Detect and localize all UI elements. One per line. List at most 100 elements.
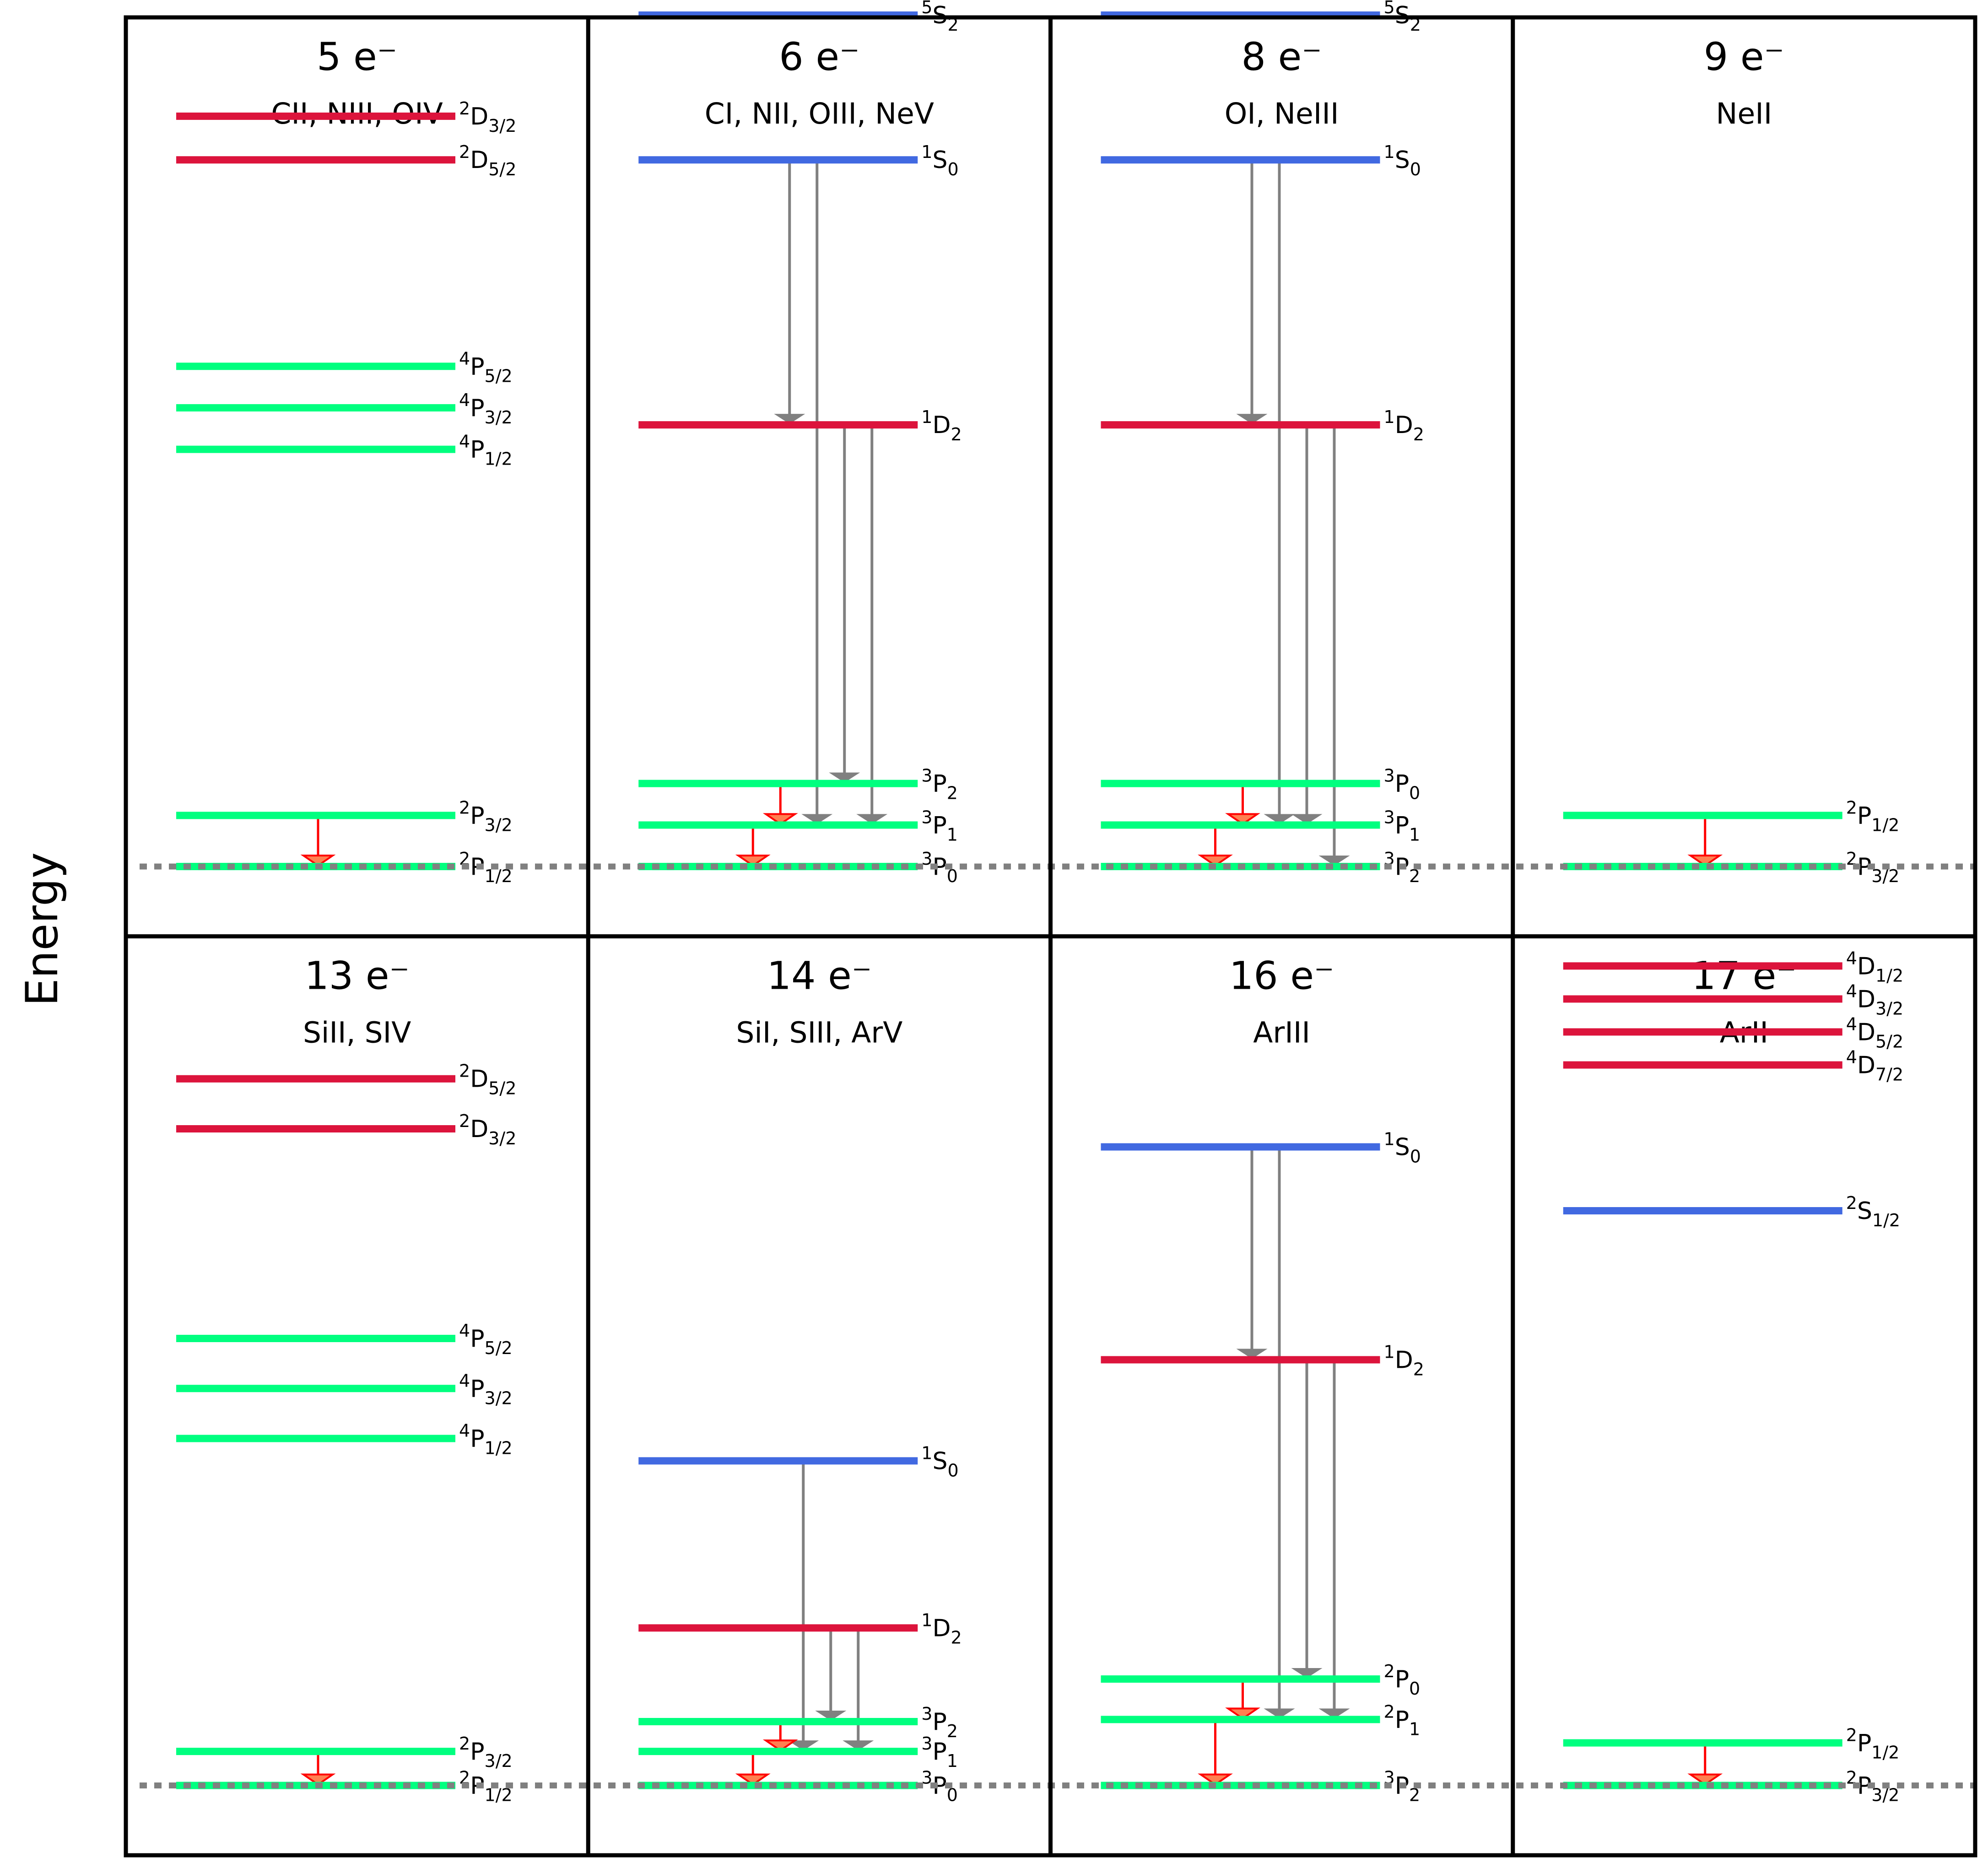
term-j-value: 2 <box>947 1721 958 1741</box>
term-multiplicity: 3 <box>1384 766 1395 786</box>
panel: 13 e⁻SiII, SIV2D5/22D3/24P5/24P3/24P1/22… <box>176 953 516 1805</box>
term-multiplicity: 3 <box>921 807 932 827</box>
transition-arrowhead-red <box>1198 855 1233 867</box>
term-multiplicity: 2 <box>1384 1701 1395 1722</box>
term-label: 2P1/2 <box>1846 1725 1900 1763</box>
panel-title: 5 e⁻ <box>317 34 397 79</box>
term-label: 3P0 <box>921 849 958 886</box>
panel-title: 9 e⁻ <box>1704 34 1784 79</box>
term-multiplicity: 4 <box>459 348 470 368</box>
transition-arrowhead-red <box>762 1739 798 1752</box>
term-multiplicity: 5 <box>1384 0 1395 17</box>
term-j-value: 0 <box>1409 783 1420 803</box>
term-letter: D <box>470 1116 488 1143</box>
term-label: 2P0 <box>1384 1661 1421 1699</box>
term-multiplicity: 3 <box>921 766 932 786</box>
transition-arrowhead-red <box>1225 813 1260 825</box>
transition-arrowhead-gray <box>856 814 888 824</box>
panel-title: 13 e⁻ <box>304 953 410 998</box>
term-multiplicity: 2 <box>459 797 470 818</box>
term-letter: S <box>1857 1197 1872 1225</box>
term-label: 2P1 <box>1384 1701 1421 1739</box>
transition-arrowhead-gray <box>774 414 805 424</box>
term-letter: D <box>470 1066 488 1093</box>
panel-frame <box>124 15 1977 1858</box>
transition-arrowhead-gray <box>1318 1708 1350 1719</box>
term-multiplicity: 5 <box>921 0 932 17</box>
term-label: 1D2 <box>921 1610 962 1647</box>
panel-title: 6 e⁻ <box>779 34 859 79</box>
term-label: 1D2 <box>1384 1342 1424 1380</box>
term-label: 3P0 <box>1384 766 1421 803</box>
term-letter: P <box>470 436 484 464</box>
panel-ions: NeII <box>1716 97 1772 130</box>
transition-arrowhead-gray <box>788 1740 819 1751</box>
term-multiplicity: 3 <box>1384 807 1395 827</box>
term-j-value: 5/2 <box>488 1078 516 1099</box>
term-label: 4D5/2 <box>1846 1014 1903 1051</box>
term-label: 2P3/2 <box>459 797 513 835</box>
term-j-value: 3/2 <box>485 1751 513 1771</box>
term-multiplicity: 1 <box>921 142 932 162</box>
term-letter: P <box>932 812 946 839</box>
term-label: 1S0 <box>921 142 958 179</box>
term-multiplicity: 2 <box>459 1061 470 1081</box>
term-multiplicity: 4 <box>1846 1047 1857 1067</box>
term-letter: D <box>1857 1051 1875 1079</box>
term-j-value: 3/2 <box>1875 998 1903 1018</box>
term-letter: P <box>932 1708 946 1736</box>
term-multiplicity: 4 <box>459 1321 470 1341</box>
panel-ions: ArIII <box>1253 1016 1310 1050</box>
transition-arrowhead-gray <box>843 1740 874 1751</box>
term-multiplicity: 2 <box>1846 1725 1857 1745</box>
term-label: 3P2 <box>921 1704 958 1741</box>
term-multiplicity: 2 <box>459 1734 470 1754</box>
term-multiplicity: 3 <box>921 1704 932 1724</box>
term-j-value: 5/2 <box>488 159 516 179</box>
term-label: 2D5/2 <box>459 1061 516 1099</box>
term-letter: P <box>470 802 484 829</box>
term-label: 4P3/2 <box>459 390 513 428</box>
term-multiplicity: 2 <box>1384 1661 1395 1681</box>
term-j-value: 0 <box>1410 159 1421 179</box>
term-label: 2D5/2 <box>459 142 516 179</box>
term-j-value: 2 <box>947 783 958 803</box>
term-label: 3P1 <box>921 807 958 845</box>
term-label: 4P5/2 <box>459 348 513 386</box>
term-multiplicity: 4 <box>459 1371 470 1391</box>
term-letter: P <box>1395 770 1409 798</box>
term-letter: P <box>1395 1706 1409 1734</box>
transition-arrowhead-gray <box>1264 1708 1295 1719</box>
ground-lines <box>140 863 1975 1788</box>
panel-title: 17 e⁻ <box>1691 953 1797 998</box>
term-label: 3P1 <box>921 1734 958 1771</box>
term-multiplicity: 4 <box>1846 981 1857 1001</box>
term-j-value: 3/2 <box>485 815 513 835</box>
term-letter: D <box>1857 953 1875 980</box>
term-j-value: 0 <box>1409 1679 1420 1699</box>
term-label: 4P3/2 <box>459 1371 513 1408</box>
term-letter: D <box>1857 1018 1875 1046</box>
term-j-value: 1 <box>1409 824 1420 845</box>
term-multiplicity: 1 <box>1384 407 1395 427</box>
term-letter: D <box>1395 412 1413 439</box>
transition-arrowhead-red <box>300 855 336 867</box>
term-letter: D <box>1857 986 1875 1013</box>
term-label: 4P5/2 <box>459 1321 513 1358</box>
term-letter: D <box>470 103 488 130</box>
term-multiplicity: 4 <box>459 390 470 410</box>
term-letter: D <box>932 412 951 439</box>
term-label: 1D2 <box>921 407 962 444</box>
term-letter: P <box>1395 1666 1409 1693</box>
term-j-value: 1/2 <box>1872 1210 1900 1230</box>
term-label: 2P3/2 <box>459 1734 513 1771</box>
transition-arrowhead-gray <box>1236 1349 1268 1359</box>
term-letter: P <box>1857 1730 1871 1757</box>
panel-title: 8 e⁻ <box>1242 34 1322 79</box>
term-label: 4D1/2 <box>1846 948 1903 986</box>
panel-ions: CI, NII, OIII, NeV <box>705 97 934 130</box>
